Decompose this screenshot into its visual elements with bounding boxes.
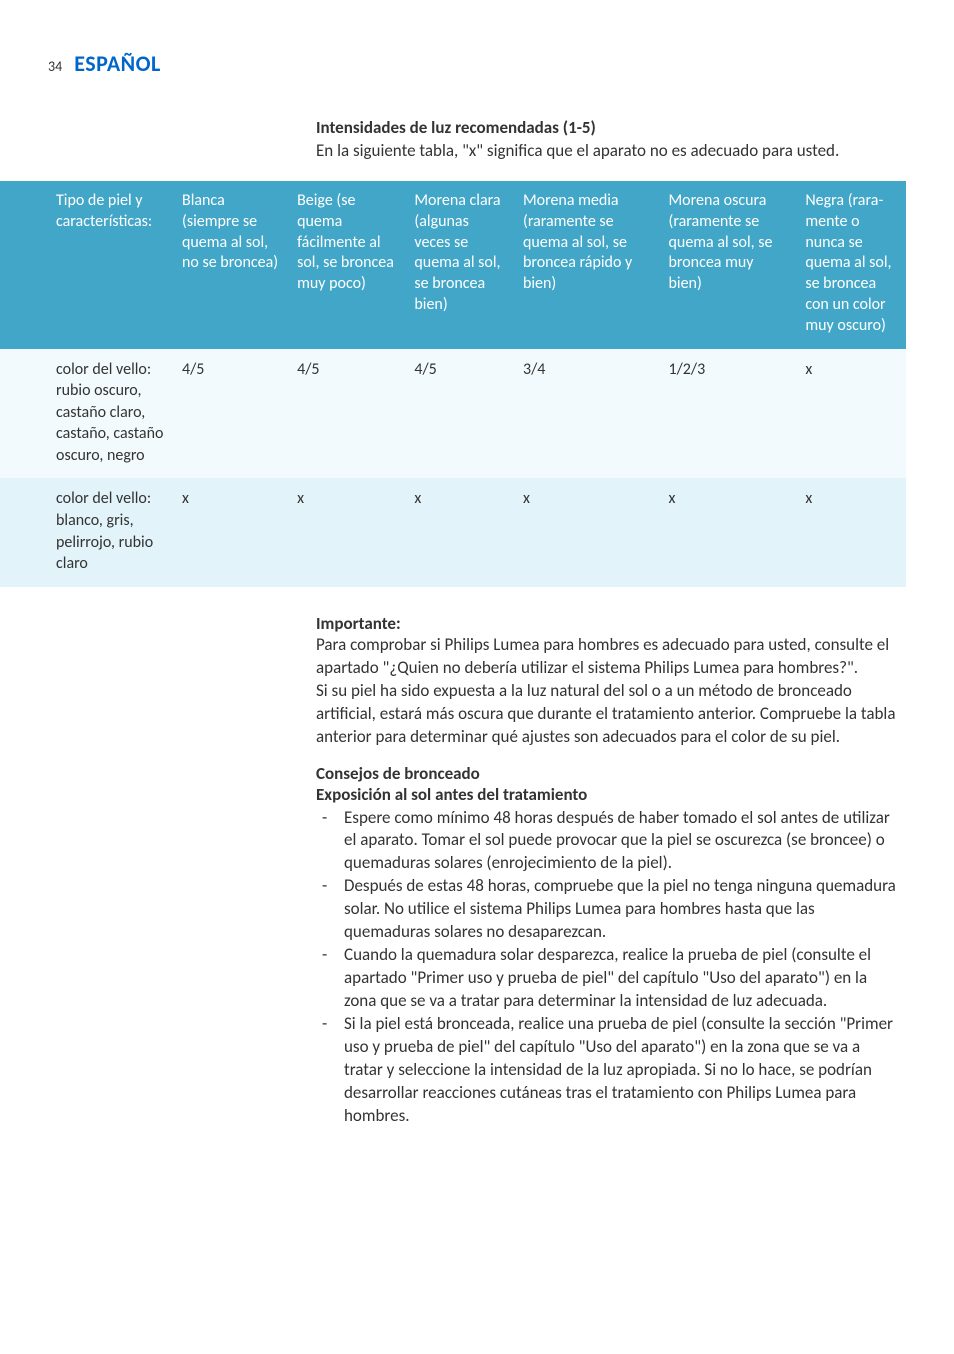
th-4: Morena media (raramente se quema al sol,… xyxy=(515,181,661,349)
page-number: 34 xyxy=(48,58,62,75)
th-1: Blanca (siempre se quema al sol, no se b… xyxy=(174,181,289,349)
intro-text: En la siguiente tabla, "x" significa que… xyxy=(316,140,906,163)
table-row: color del vello: rubio oscuro, castaño c… xyxy=(0,349,906,479)
th-5: Morena oscura (raramente se quema al sol… xyxy=(661,181,798,349)
intensity-table: Tipo de piel y características: Blanca (… xyxy=(0,181,906,587)
row0-c3: 4/5 xyxy=(406,349,515,479)
important-p1: Para comprobar si Philips Lumea para hom… xyxy=(316,634,896,680)
table-header-row: Tipo de piel y características: Blanca (… xyxy=(0,181,906,349)
row1-c6: x xyxy=(797,478,906,586)
tips-title-2: Exposición al sol antes del tratamiento xyxy=(316,784,896,805)
row0-c1: 4/5 xyxy=(174,349,289,479)
table-body: color del vello: rubio oscuro, castaño c… xyxy=(0,349,906,587)
list-item: Espere como mínimo 48 horas después de h… xyxy=(316,807,896,876)
list-item: Si la piel está bronceada, realice una p… xyxy=(316,1013,896,1128)
row1-label: color del vello: blanco, gris, pelirrojo… xyxy=(0,478,174,586)
row1-c5: x xyxy=(661,478,798,586)
intro-block: Intensidades de luz recomendadas (1-5) E… xyxy=(316,117,906,163)
th-3: Morena clara (algunas veces se quema al … xyxy=(406,181,515,349)
row1-c4: x xyxy=(515,478,661,586)
tips-title-1: Consejos de bronceado xyxy=(316,763,896,784)
th-0: Tipo de piel y características: xyxy=(0,181,174,349)
table-head: Tipo de piel y características: Blanca (… xyxy=(0,181,906,349)
row0-label: color del vello: rubio oscuro, castaño c… xyxy=(0,349,174,479)
lower-section: Importante: Para comprobar si Philips Lu… xyxy=(316,613,906,1128)
row0-c5: 1/2/3 xyxy=(661,349,798,479)
th-6: Negra (rara-mente o nunca se quema al so… xyxy=(797,181,906,349)
list-item: Cuando la quemadura solar desparezca, re… xyxy=(316,944,896,1013)
list-item: Después de estas 48 horas, compruebe que… xyxy=(316,875,896,944)
row0-c4: 3/4 xyxy=(515,349,661,479)
page: 34 ESPAÑOL Intensidades de luz recomenda… xyxy=(0,0,954,1178)
language-title: ESPAÑOL xyxy=(74,50,161,77)
important-p2: Si su piel ha sido expuesta a la luz nat… xyxy=(316,680,896,749)
row1-c2: x xyxy=(289,478,406,586)
tips-list: Espere como mínimo 48 horas después de h… xyxy=(316,807,896,1128)
row0-c2: 4/5 xyxy=(289,349,406,479)
row1-c1: x xyxy=(174,478,289,586)
intro-title: Intensidades de luz recomendadas (1-5) xyxy=(316,117,906,138)
important-title: Importante: xyxy=(316,613,896,634)
row0-c6: x xyxy=(797,349,906,479)
page-header: 34 ESPAÑOL xyxy=(48,50,906,77)
row1-c3: x xyxy=(406,478,515,586)
th-2: Beige (se quema fácilmente al sol, se br… xyxy=(289,181,406,349)
table-row: color del vello: blanco, gris, pelirrojo… xyxy=(0,478,906,586)
